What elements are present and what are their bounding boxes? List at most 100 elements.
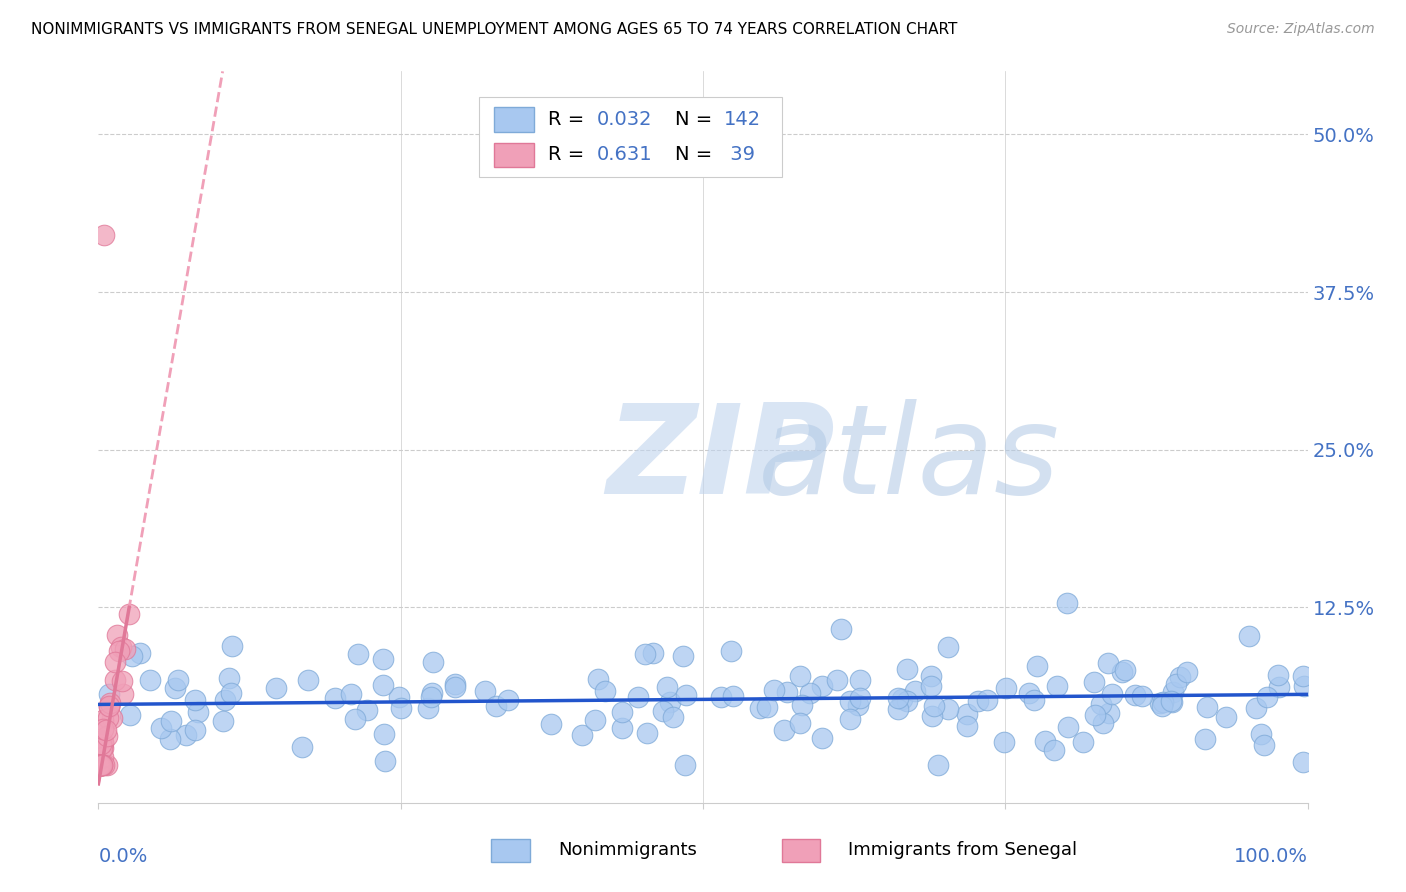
Point <box>956 707 979 722</box>
Point <box>811 679 834 693</box>
Point <box>675 688 697 702</box>
Point <box>91 757 114 772</box>
FancyBboxPatch shape <box>494 107 534 131</box>
Point <box>993 734 1015 748</box>
Point <box>114 641 136 656</box>
Point <box>474 683 496 698</box>
Point <box>789 669 811 683</box>
Point <box>90 740 112 755</box>
Point <box>340 687 363 701</box>
FancyBboxPatch shape <box>494 143 534 167</box>
Point <box>838 712 860 726</box>
Point <box>848 673 870 687</box>
Point <box>97 711 120 725</box>
Point <box>221 640 243 654</box>
Point <box>636 726 658 740</box>
Point <box>91 735 114 749</box>
Point <box>218 671 240 685</box>
Text: Source: ZipAtlas.com: Source: ZipAtlas.com <box>1227 22 1375 37</box>
Point <box>89 758 111 772</box>
Point <box>896 694 918 708</box>
Point <box>1018 686 1040 700</box>
Point <box>90 738 112 752</box>
Point <box>1084 707 1107 722</box>
Point <box>89 758 111 772</box>
Point <box>1215 709 1237 723</box>
Point <box>627 690 650 705</box>
Point <box>756 700 779 714</box>
Point <box>673 758 696 772</box>
Point <box>291 740 314 755</box>
Point <box>98 699 121 714</box>
Point <box>211 714 233 728</box>
Point <box>1237 629 1260 643</box>
Point <box>90 758 112 772</box>
Point <box>643 647 665 661</box>
Point <box>1161 695 1184 709</box>
Point <box>422 655 444 669</box>
Point <box>995 681 1018 695</box>
Point <box>139 673 162 688</box>
Point <box>1123 688 1146 702</box>
FancyBboxPatch shape <box>479 97 782 178</box>
Point <box>91 758 114 772</box>
Point <box>710 690 733 704</box>
Point <box>790 698 813 713</box>
Point <box>1152 698 1174 713</box>
Point <box>159 714 181 728</box>
Point <box>128 646 150 660</box>
Point <box>658 695 681 709</box>
Point <box>1291 756 1313 770</box>
Point <box>121 649 143 664</box>
Point <box>904 684 927 698</box>
Point <box>672 648 695 663</box>
Point <box>896 662 918 676</box>
Point <box>110 640 132 655</box>
Point <box>93 228 115 243</box>
Point <box>540 717 562 731</box>
Point <box>422 686 444 700</box>
Point <box>1160 693 1182 707</box>
Point <box>103 673 125 687</box>
Point <box>976 692 998 706</box>
Text: N =: N = <box>675 110 718 129</box>
Text: N =: N = <box>675 145 718 164</box>
Point <box>634 647 657 661</box>
Point <box>347 647 370 661</box>
Point <box>98 699 121 714</box>
Point <box>583 713 606 727</box>
Point <box>661 710 683 724</box>
Point <box>93 758 115 772</box>
Point <box>105 628 128 642</box>
Point <box>416 701 439 715</box>
Point <box>91 740 114 755</box>
Point <box>1164 677 1187 691</box>
Point <box>775 685 797 699</box>
Point <box>1195 699 1218 714</box>
Point <box>87 758 110 772</box>
Point <box>1098 706 1121 721</box>
Point <box>91 722 114 736</box>
Point <box>825 673 848 687</box>
Point <box>485 698 508 713</box>
Point <box>838 694 860 708</box>
Point <box>496 693 519 707</box>
Text: atlas: atlas <box>758 399 1060 519</box>
Text: 142: 142 <box>724 110 761 129</box>
Text: NONIMMIGRANTS VS IMMIGRANTS FROM SENEGAL UNEMPLOYMENT AMONG AGES 65 TO 74 YEARS : NONIMMIGRANTS VS IMMIGRANTS FROM SENEGAL… <box>31 22 957 37</box>
Point <box>91 736 114 750</box>
Point <box>344 712 367 726</box>
Point <box>214 692 236 706</box>
Point <box>165 681 187 695</box>
Point <box>610 722 633 736</box>
Point <box>100 697 122 711</box>
Point <box>98 687 121 701</box>
Text: 0.631: 0.631 <box>596 145 652 164</box>
Point <box>966 694 988 708</box>
Point <box>588 673 610 687</box>
Point <box>920 679 942 693</box>
Point <box>1033 734 1056 748</box>
FancyBboxPatch shape <box>782 838 820 862</box>
Point <box>1152 695 1174 709</box>
Point <box>652 704 675 718</box>
